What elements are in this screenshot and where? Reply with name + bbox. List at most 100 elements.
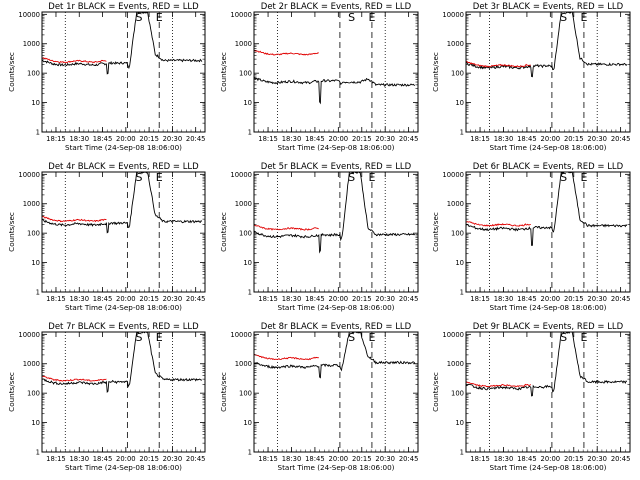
y-tick-label: 100 xyxy=(27,390,40,398)
x-tick-label: 20:15 xyxy=(139,455,159,463)
x-tick-label: 20:00 xyxy=(329,455,349,463)
x-tick-label: 18:30 xyxy=(494,135,514,143)
marker-e-label: E xyxy=(580,171,587,184)
panel-title: Det 2r BLACK = Events, RED = LLD xyxy=(261,2,412,12)
x-tick-label: 20:45 xyxy=(186,455,206,463)
y-tick-label: 10 xyxy=(455,419,464,427)
y-tick-label: 1 xyxy=(36,289,40,297)
x-tick-label: 18:45 xyxy=(305,455,325,463)
x-tick-label: 18:15 xyxy=(46,135,66,143)
series-events-line xyxy=(466,172,628,246)
panel-title: Det 9r BLACK = Events, RED = LLD xyxy=(473,322,624,332)
y-tick-label: 10000 xyxy=(442,331,464,339)
marker-e-label: E xyxy=(368,171,375,184)
marker-e-label: E xyxy=(156,331,163,344)
y-tick-label: 100 xyxy=(27,70,40,78)
x-tick-label: 18:30 xyxy=(69,455,89,463)
x-tick-label: 20:30 xyxy=(375,455,395,463)
y-tick-label: 1000 xyxy=(23,360,40,368)
y-tick-label: 10000 xyxy=(442,171,464,179)
series-events-line xyxy=(254,172,416,254)
y-axis-label: Counts/sec xyxy=(7,52,16,92)
panel-title: Det 1r BLACK = Events, RED = LLD xyxy=(48,2,199,12)
y-tick-label: 10 xyxy=(243,99,252,107)
series-lld-line xyxy=(42,375,107,382)
plot-frame xyxy=(465,11,631,133)
y-tick-label: 100 xyxy=(239,230,252,238)
y-tick-label: 1000 xyxy=(23,200,40,208)
panel-title: Det 7r BLACK = Events, RED = LLD xyxy=(48,322,199,332)
x-tick-label: 20:00 xyxy=(116,455,136,463)
y-tick-label: 1 xyxy=(460,289,464,297)
y-tick-label: 1 xyxy=(460,449,464,457)
y-tick-label: 1 xyxy=(36,449,40,457)
x-tick-label: 20:00 xyxy=(116,135,136,143)
y-tick-label: 10000 xyxy=(442,11,464,19)
y-tick-label: 1 xyxy=(36,129,40,137)
y-tick-label: 1000 xyxy=(447,200,464,208)
x-tick-label: 18:45 xyxy=(517,295,537,303)
panel-title: Det 6r BLACK = Events, RED = LLD xyxy=(473,162,624,172)
y-axis-label: Counts/sec xyxy=(431,52,440,92)
x-tick-label: 20:45 xyxy=(611,455,631,463)
y-tick-label: 100 xyxy=(239,390,252,398)
plot-frame xyxy=(41,11,206,133)
marker-s-label: S xyxy=(136,171,143,184)
y-tick-label: 10 xyxy=(243,419,252,427)
x-tick-label: 18:15 xyxy=(46,455,66,463)
series-events-line xyxy=(42,332,202,394)
plot-frame xyxy=(465,331,631,453)
x-axis-label: Start Time (24-Sep-08 18:06:00) xyxy=(278,143,395,152)
marker-e-label: E xyxy=(368,11,375,24)
marker-e-label: E xyxy=(156,11,163,24)
series-events-line xyxy=(466,332,628,397)
x-tick-label: 20:30 xyxy=(375,135,395,143)
y-axis-label: Counts/sec xyxy=(219,372,228,412)
x-tick-label: 18:30 xyxy=(282,455,302,463)
x-tick-label: 20:00 xyxy=(541,135,561,143)
x-tick-label: 18:30 xyxy=(282,135,302,143)
y-tick-label: 10 xyxy=(243,259,252,267)
series-lld-line xyxy=(254,224,319,231)
x-tick-label: 18:30 xyxy=(494,455,514,463)
x-tick-label: 18:45 xyxy=(93,135,113,143)
y-axis-label: Counts/sec xyxy=(431,212,440,252)
plot-frame xyxy=(41,331,206,453)
x-tick-label: 20:30 xyxy=(163,135,183,143)
marker-s-label: S xyxy=(136,331,143,344)
x-axis-label: Start Time (24-Sep-08 18:06:00) xyxy=(490,143,607,152)
series-lld-line xyxy=(254,50,319,56)
y-tick-label: 100 xyxy=(239,70,252,78)
x-tick-label: 18:15 xyxy=(46,295,66,303)
series-lld-line xyxy=(42,57,107,64)
y-tick-label: 1000 xyxy=(235,200,252,208)
y-tick-label: 1000 xyxy=(447,360,464,368)
panel-title: Det 8r BLACK = Events, RED = LLD xyxy=(261,322,412,332)
marker-s-label: S xyxy=(348,171,355,184)
y-tick-label: 10000 xyxy=(18,331,40,339)
x-tick-label: 18:45 xyxy=(305,295,325,303)
x-tick-label: 18:30 xyxy=(69,135,89,143)
x-tick-label: 20:30 xyxy=(587,295,607,303)
y-axis-label: Counts/sec xyxy=(219,52,228,92)
y-tick-label: 10 xyxy=(31,259,40,267)
x-tick-label: 20:00 xyxy=(116,295,136,303)
x-axis-label: Start Time (24-Sep-08 18:06:00) xyxy=(65,143,182,152)
x-tick-label: 18:15 xyxy=(470,295,490,303)
series-events-line xyxy=(254,332,416,379)
series-events-line xyxy=(42,12,203,75)
x-tick-label: 20:45 xyxy=(399,295,419,303)
x-tick-label: 18:15 xyxy=(258,135,278,143)
y-tick-label: 100 xyxy=(451,390,464,398)
x-tick-label: 20:00 xyxy=(541,455,561,463)
x-tick-label: 18:45 xyxy=(517,135,537,143)
x-tick-label: 20:15 xyxy=(564,135,584,143)
x-axis-label: Start Time (24-Sep-08 18:06:00) xyxy=(278,303,395,312)
series-lld-line xyxy=(466,221,531,227)
y-tick-label: 1000 xyxy=(235,40,252,48)
